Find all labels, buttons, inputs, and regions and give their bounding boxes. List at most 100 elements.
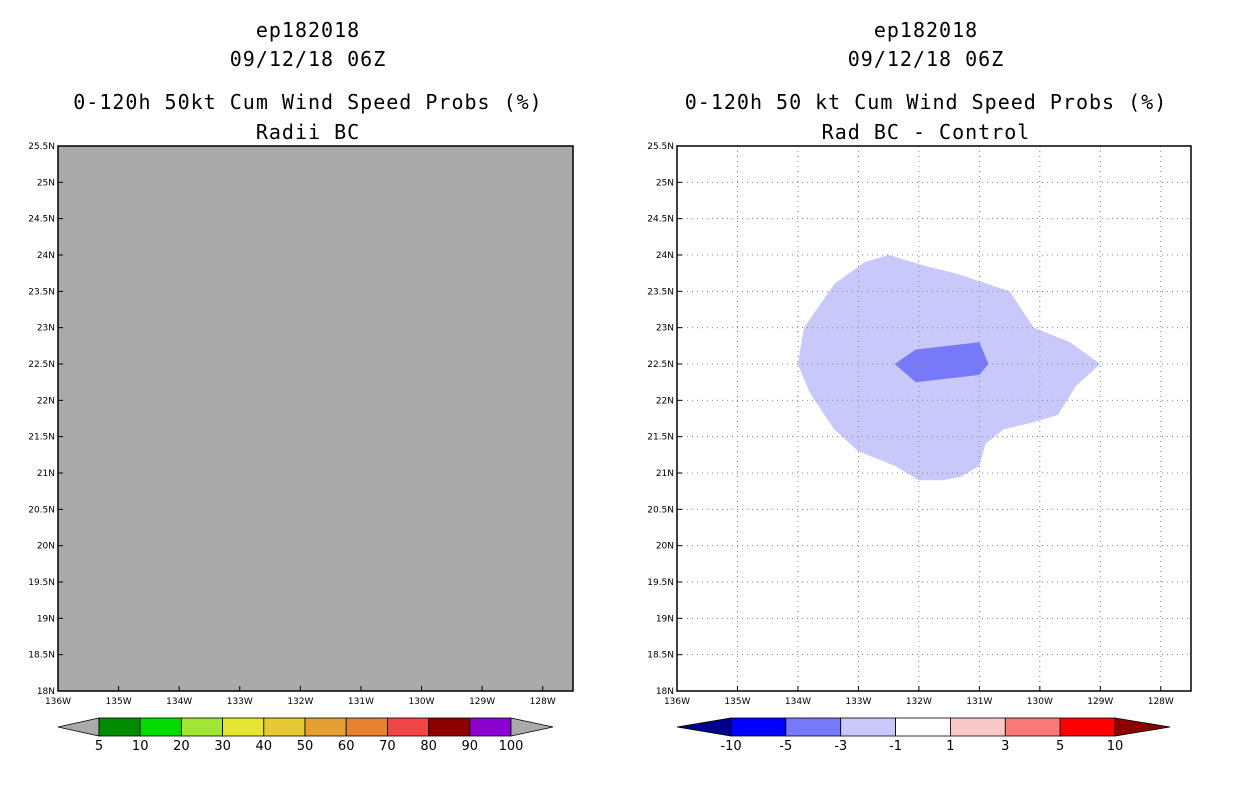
- right-x-tick-label: 132W: [906, 697, 932, 707]
- left-x-tick-label: 131W: [348, 697, 374, 707]
- right-y-tick-label: 18.5N: [647, 651, 674, 661]
- right-y-tick-label: 19N: [656, 614, 674, 624]
- left-x-tick-label: 133W: [227, 697, 253, 707]
- right-colorbar-swatch: [950, 717, 1006, 737]
- right-y-tick-label: 25N: [656, 178, 674, 188]
- right-colorbar-label: 1: [946, 739, 954, 754]
- left-colorbar-label: 70: [379, 739, 396, 754]
- left-x-tick-label: 134W: [166, 697, 192, 707]
- right-y-tick-label: 23N: [656, 324, 674, 334]
- left-colorbar-swatch: [304, 717, 347, 737]
- left-colorbar-swatch: [222, 717, 265, 737]
- left-colorbar-label: 40: [256, 739, 273, 754]
- right-y-tick-label: 24N: [656, 251, 674, 261]
- right-plot-frame: [676, 145, 1192, 692]
- right-chart-title: 0-120h 50 kt Cum Wind Speed Probs (%): [684, 90, 1168, 114]
- left-colorbar-min-arrow: [57, 717, 100, 737]
- left-chart-title: 0-120h 50kt Cum Wind Speed Probs (%): [73, 90, 543, 114]
- right-y-tick-label: 23.5N: [647, 287, 674, 297]
- left-colorbar-label: 80: [420, 739, 437, 754]
- left-y-tick-label: 23.5N: [28, 287, 55, 297]
- left-colorbar-swatch: [139, 717, 182, 737]
- right-y-tick-label: 24.5N: [647, 215, 674, 225]
- right-x-tick-label: 134W: [785, 697, 811, 707]
- right-storm-id: ep182018: [873, 18, 979, 42]
- right-y-tick-label: 22N: [656, 396, 674, 406]
- right-y-tick-label: 25.5N: [647, 142, 674, 152]
- left-x-tick-label: 130W: [408, 697, 434, 707]
- right-colorbar-swatch: [785, 717, 842, 737]
- right-y-tick-label: 20N: [656, 542, 674, 552]
- left-y-tick-label: 18N: [37, 687, 55, 697]
- right-x-tick-label: 131W: [966, 697, 992, 707]
- right-x-tick-label: 133W: [845, 697, 871, 707]
- left-plot-area: [58, 146, 573, 691]
- left-y-tick-label: 21N: [37, 469, 55, 479]
- left-colorbar-label: 90: [462, 739, 479, 754]
- right-datetime: 09/12/18 06Z: [847, 47, 1005, 71]
- left-colorbar-label: 20: [173, 739, 190, 754]
- left-y-tick-label: 23N: [37, 324, 55, 334]
- right-y-tick-label: 21.5N: [647, 433, 674, 443]
- left-colorbar-swatch: [180, 717, 223, 737]
- right-chart-subtitle: Rad BC - Control: [821, 120, 1031, 144]
- left-x-tick-label: 129W: [469, 697, 495, 707]
- left-datetime: 09/12/18 06Z: [229, 47, 387, 71]
- left-colorbar-label: 100: [499, 739, 524, 754]
- left-chart-subtitle: Radii BC: [255, 120, 361, 144]
- right-colorbar-label: -1: [889, 739, 902, 754]
- left-x-tick-label: 128W: [530, 697, 556, 707]
- left-x-tick-label: 135W: [106, 697, 132, 707]
- left-y-tick-label: 24N: [37, 251, 55, 261]
- right-colorbar-swatch: [1059, 717, 1116, 737]
- left-y-tick-label: 18.5N: [28, 651, 55, 661]
- right-y-tick-label: 20.5N: [647, 505, 674, 515]
- right-x-tick-label: 128W: [1148, 697, 1174, 707]
- left-colorbar-swatch: [98, 717, 141, 737]
- left-y-tick-label: 25N: [37, 178, 55, 188]
- left-colorbar-swatch: [428, 717, 471, 737]
- left-y-tick-label: 19N: [37, 614, 55, 624]
- right-colorbar-swatch: [895, 717, 951, 737]
- right-colorbar-min-arrow: [676, 717, 732, 737]
- left-colorbar-label: 30: [214, 739, 231, 754]
- left-colorbar-max-arrow: [510, 717, 554, 737]
- right-y-tick-label: 22.5N: [647, 360, 674, 370]
- right-y-tick-label: 18N: [656, 687, 674, 697]
- left-colorbar-label: 60: [338, 739, 355, 754]
- left-storm-id: ep182018: [255, 18, 361, 42]
- right-x-tick-label: 136W: [664, 697, 690, 707]
- right-colorbar-swatch: [840, 717, 896, 737]
- left-colorbar-swatch: [386, 717, 429, 737]
- left-x-tick-label: 132W: [287, 697, 313, 707]
- left-colorbar-swatch: [469, 717, 512, 737]
- left-y-tick-label: 19.5N: [28, 578, 55, 588]
- right-colorbar-swatch: [1004, 717, 1061, 737]
- left-colorbar-label: 5: [95, 739, 103, 754]
- left-y-tick-label: 22.5N: [28, 360, 55, 370]
- left-x-tick-label: 136W: [45, 697, 71, 707]
- right-y-tick-label: 21N: [656, 469, 674, 479]
- left-colorbar-swatch: [263, 717, 306, 737]
- left-plot-frame: [57, 145, 574, 692]
- left-y-tick-label: 24.5N: [28, 215, 55, 225]
- right-y-tick-label: 19.5N: [647, 578, 674, 588]
- left-y-tick-label: 22N: [37, 396, 55, 406]
- right-colorbar-max-arrow: [1114, 717, 1171, 737]
- left-y-tick-label: 21.5N: [28, 433, 55, 443]
- right-colorbar-label: -3: [834, 739, 847, 754]
- right-x-tick-label: 129W: [1087, 697, 1113, 707]
- left-y-tick-label: 20N: [37, 542, 55, 552]
- right-x-tick-label: 130W: [1027, 697, 1053, 707]
- right-colorbar-label: 10: [1107, 739, 1124, 754]
- left-colorbar-label: 50: [297, 739, 314, 754]
- right-contour-region-2: [894, 342, 989, 383]
- right-colorbar-label: -10: [720, 739, 741, 754]
- left-colorbar-swatch: [345, 717, 388, 737]
- right-x-tick-label: 135W: [724, 697, 750, 707]
- right-colorbar-label: 5: [1056, 739, 1064, 754]
- right-colorbar-label: 3: [1001, 739, 1009, 754]
- right-colorbar-label: -5: [779, 739, 792, 754]
- right-colorbar-swatch: [730, 717, 787, 737]
